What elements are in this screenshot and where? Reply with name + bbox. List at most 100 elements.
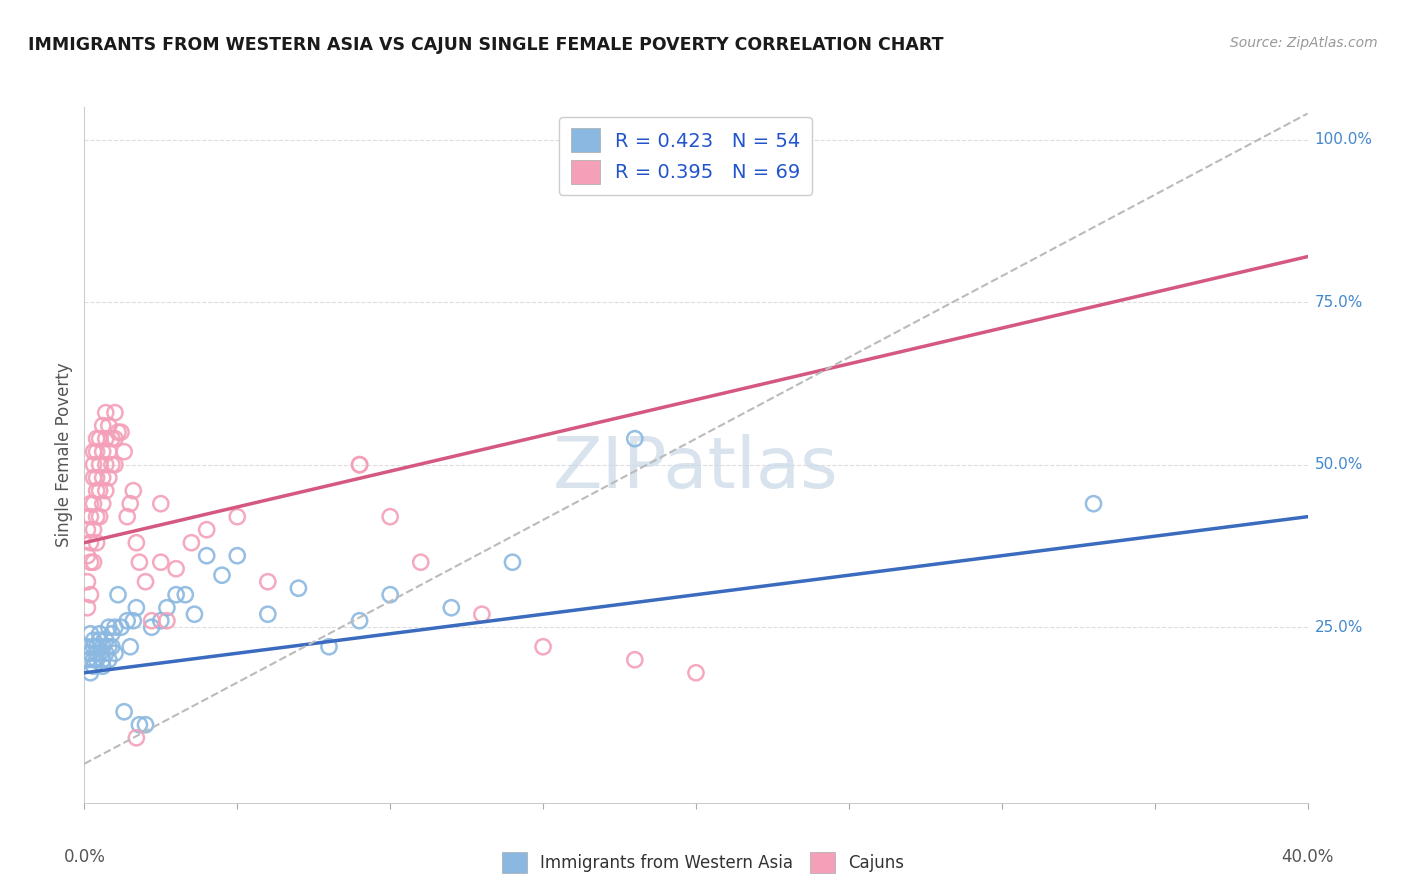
Point	[104, 458, 127, 472]
Legend: R = 0.423   N = 54, R = 0.395   N = 69: R = 0.423 N = 54, R = 0.395 N = 69	[560, 117, 813, 195]
Point	[122, 614, 145, 628]
Point	[79, 665, 101, 680]
Point	[83, 659, 105, 673]
Point	[76, 600, 98, 615]
Point	[86, 471, 108, 485]
Point	[91, 444, 114, 458]
Point	[149, 555, 172, 569]
Point	[101, 458, 124, 472]
Point	[83, 640, 105, 654]
Point	[257, 574, 280, 589]
Point	[83, 458, 105, 472]
Point	[174, 588, 197, 602]
Point	[120, 640, 142, 654]
Point	[107, 425, 129, 439]
Point	[83, 444, 105, 458]
Point	[120, 497, 142, 511]
Point	[287, 581, 309, 595]
Point	[79, 509, 101, 524]
Point	[89, 509, 111, 524]
Text: 40.0%: 40.0%	[1281, 848, 1334, 866]
Point	[107, 588, 129, 602]
Point	[97, 471, 120, 485]
Point	[94, 633, 117, 648]
Point	[94, 458, 117, 472]
Point	[86, 483, 108, 498]
Point	[79, 646, 101, 660]
Point	[101, 626, 124, 640]
Y-axis label: Single Female Poverty: Single Female Poverty	[55, 363, 73, 547]
Text: 100.0%: 100.0%	[1315, 132, 1372, 147]
Point	[104, 432, 127, 446]
Point	[101, 640, 124, 654]
Point	[440, 600, 463, 615]
Point	[76, 574, 98, 589]
Point	[83, 633, 105, 648]
Point	[94, 406, 117, 420]
Point	[112, 444, 135, 458]
Point	[86, 640, 108, 654]
Point	[195, 549, 218, 563]
Point	[104, 646, 127, 660]
Point	[97, 444, 120, 458]
Point	[257, 607, 280, 622]
Point	[86, 509, 108, 524]
Point	[149, 497, 172, 511]
Point	[83, 523, 105, 537]
Point	[125, 731, 148, 745]
Point	[471, 607, 494, 622]
Point	[141, 614, 163, 628]
Point	[91, 653, 114, 667]
Point	[94, 483, 117, 498]
Text: 75.0%: 75.0%	[1315, 294, 1362, 310]
Legend: Immigrants from Western Asia, Cajuns: Immigrants from Western Asia, Cajuns	[495, 846, 911, 880]
Point	[76, 549, 98, 563]
Point	[380, 588, 402, 602]
Point	[776, 165, 799, 179]
Point	[94, 432, 117, 446]
Point	[94, 646, 117, 660]
Point	[79, 588, 101, 602]
Point	[349, 458, 371, 472]
Point	[110, 620, 132, 634]
Point	[89, 646, 111, 660]
Point	[91, 640, 114, 654]
Point	[125, 535, 148, 549]
Point	[180, 535, 202, 549]
Point	[83, 471, 105, 485]
Text: ZIPatlas: ZIPatlas	[553, 434, 839, 503]
Point	[135, 574, 157, 589]
Point	[183, 607, 205, 622]
Point	[104, 620, 127, 634]
Text: IMMIGRANTS FROM WESTERN ASIA VS CAJUN SINGLE FEMALE POVERTY CORRELATION CHART: IMMIGRANTS FROM WESTERN ASIA VS CAJUN SI…	[28, 36, 943, 54]
Point	[149, 614, 172, 628]
Point	[76, 653, 98, 667]
Point	[79, 626, 101, 640]
Point	[195, 523, 218, 537]
Point	[531, 640, 554, 654]
Point	[156, 614, 179, 628]
Point	[1083, 497, 1105, 511]
Point	[141, 620, 163, 634]
Point	[97, 620, 120, 634]
Point	[76, 640, 98, 654]
Point	[624, 432, 647, 446]
Point	[112, 705, 135, 719]
Point	[128, 555, 150, 569]
Point	[122, 483, 145, 498]
Point	[91, 659, 114, 673]
Point	[97, 418, 120, 433]
Point	[89, 633, 111, 648]
Point	[86, 653, 108, 667]
Point	[226, 549, 249, 563]
Point	[380, 509, 402, 524]
Point	[165, 588, 187, 602]
Text: 0.0%: 0.0%	[63, 848, 105, 866]
Point	[79, 535, 101, 549]
Point	[79, 497, 101, 511]
Point	[409, 555, 432, 569]
Point	[211, 568, 233, 582]
Text: Source: ZipAtlas.com: Source: ZipAtlas.com	[1230, 36, 1378, 50]
Point	[86, 444, 108, 458]
Point	[89, 483, 111, 498]
